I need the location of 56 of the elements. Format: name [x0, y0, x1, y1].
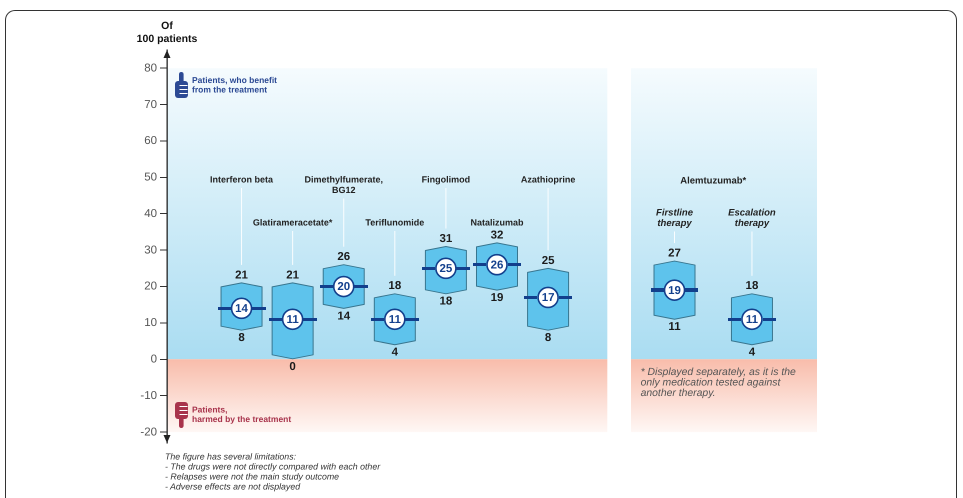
x-tick-label: Fingolimod — [422, 174, 470, 184]
annotation: 4 — [748, 346, 756, 359]
y-tick-label: 40 — [144, 208, 157, 220]
band-label: Patients, who benefit from the treatment — [192, 74, 278, 94]
y-axis-title: Of 100 patients — [136, 20, 198, 45]
y-tick-label: 80 — [144, 62, 157, 74]
y-tick-label: 60 — [144, 135, 157, 148]
annotation: * Displayed separately, as it is the only medication tested against another therapy. — [640, 366, 796, 399]
annotation: 8 — [544, 332, 552, 344]
band-label: Patients, harmed by the treatment — [192, 404, 292, 424]
x-tick-label: Dimethylfumerate, BG12 — [304, 174, 383, 195]
annotation: 21 — [286, 269, 300, 282]
x-tick-label: Glatirameracetate* — [252, 217, 333, 228]
data-label: 17 — [542, 292, 554, 304]
annotation: 27 — [668, 247, 681, 260]
text: Alemtuzumab* — [680, 176, 747, 187]
data-label: 11 — [746, 314, 759, 326]
annotation: 26 — [337, 251, 350, 264]
data-label: 14 — [235, 303, 249, 316]
y-tick-label: 70 — [144, 98, 157, 111]
y-tick-label: 50 — [144, 172, 157, 184]
y-tick-label: 10 — [144, 317, 157, 330]
annotation: 18 — [440, 296, 453, 308]
text: - The drugs were not directly compared with each other — [165, 461, 382, 472]
x-tick-label: Escalation therapy — [728, 208, 776, 230]
annotation: 19 — [490, 292, 504, 304]
x-tick-label: Teriflunomide — [365, 217, 424, 228]
annotation: 31 — [440, 232, 453, 245]
data-label: 11 — [388, 314, 402, 326]
annotation: 21 — [235, 269, 249, 282]
data-label: 25 — [440, 263, 453, 276]
annotation: 8 — [238, 332, 246, 344]
y-tick-label: -20 — [140, 426, 157, 438]
x-tick-label: Natalizumab — [470, 217, 524, 228]
annotation: 25 — [542, 254, 556, 267]
x-tick-label: Firstline therapy — [656, 208, 694, 230]
y-tick-label: 30 — [144, 244, 157, 256]
text: The figure has several limitations: — [165, 451, 297, 462]
annotation: 18 — [746, 280, 759, 292]
y-tick-label: 0 — [150, 353, 157, 366]
annotation: 14 — [337, 310, 351, 322]
data-label: 26 — [490, 259, 504, 272]
y-tick-label: 20 — [144, 280, 157, 293]
annotation: 4 — [392, 346, 399, 359]
text: - Relapses were not the main study outcome — [165, 471, 340, 482]
data-label: 20 — [337, 281, 350, 294]
annotation: 11 — [668, 321, 682, 334]
annotation: 32 — [490, 229, 504, 242]
text: - Adverse effects are not displayed — [165, 481, 302, 492]
annotation: 0 — [289, 361, 296, 374]
data-label: 19 — [668, 284, 681, 297]
x-tick-label: Interferon beta — [210, 174, 274, 184]
x-tick-label: Azathioprine — [520, 174, 576, 184]
y-tick-label: -10 — [140, 390, 157, 402]
data-label: 11 — [286, 314, 300, 326]
annotation: 18 — [388, 280, 402, 292]
